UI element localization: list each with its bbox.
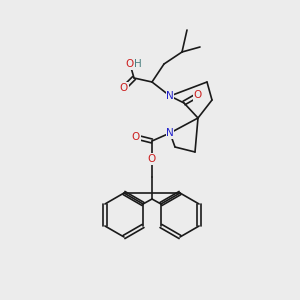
Text: O: O — [132, 132, 140, 142]
Text: H: H — [134, 59, 142, 69]
Text: O: O — [120, 83, 128, 93]
Text: O: O — [126, 59, 134, 69]
Text: O: O — [194, 90, 202, 100]
Text: O: O — [148, 154, 156, 164]
Text: N: N — [166, 91, 174, 101]
Text: N: N — [166, 128, 174, 138]
